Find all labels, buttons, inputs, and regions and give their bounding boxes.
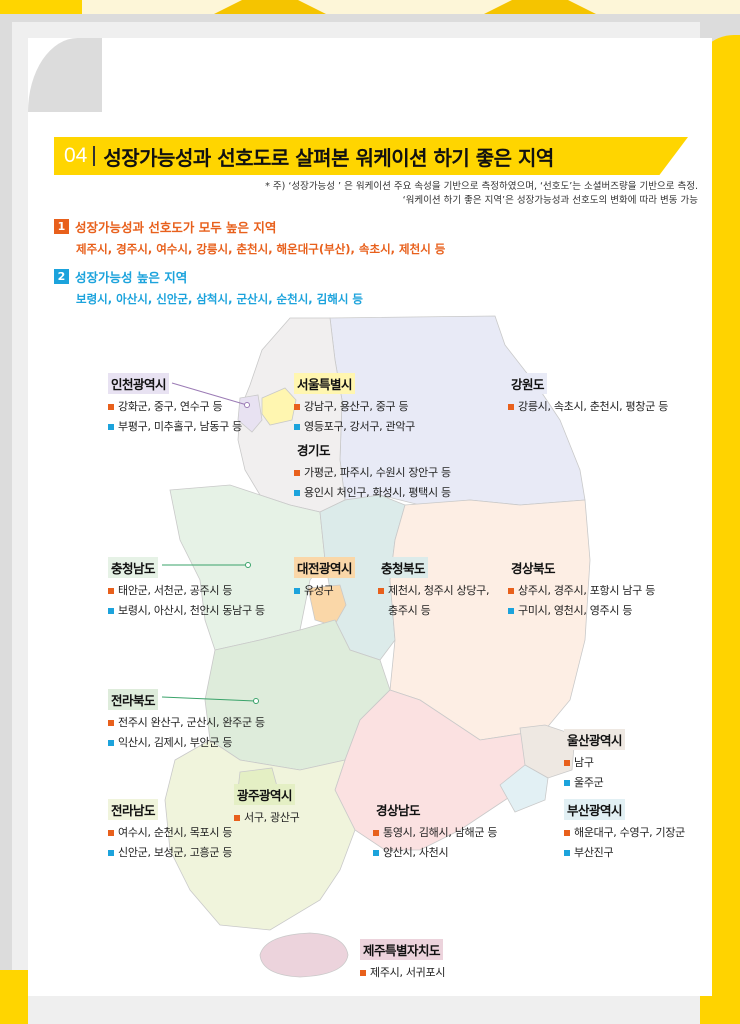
region-seoul [261, 387, 297, 426]
bottom-yellow-accent [0, 970, 28, 1024]
section-badge: 2 [54, 269, 69, 284]
incheon-marker [244, 402, 250, 408]
region-jeju [259, 932, 349, 978]
orange-item: 전주시 완산구, 군산시, 완주군 등 [108, 714, 265, 730]
region-name: 전라북도 [108, 689, 159, 710]
region-name: 경상북도 [508, 557, 559, 578]
title-text: 성장가능성과 선호도로 살펴본 워케이션 하기 좋은 지역 [103, 145, 554, 170]
jeonbuk-marker [253, 698, 259, 704]
section-heading: 성장가능성과 선호도가 모두 높은 지역 [75, 220, 277, 235]
region-name: 광주광역시 [234, 784, 296, 805]
orange-item: 서구, 광산구 [234, 809, 300, 825]
blue-item: 부평구, 미추홀구, 남동구 등 [108, 418, 242, 434]
region-jeonnam [164, 739, 356, 931]
section-badge: 1 [54, 219, 69, 234]
blue-item: 용인시 처인구, 화성시, 평택시 등 [294, 484, 451, 500]
orange-item: 태안군, 서천군, 공주시 등 [108, 582, 265, 598]
region-name: 경기도 [294, 439, 334, 460]
section-heading: 성장가능성 높은 지역 [75, 270, 188, 285]
orange-item: 상주시, 경주시, 포항시 남구 등 [508, 582, 655, 598]
label-chungbuk: 충청북도 제천시, 청주시 상당구, 충주시 등 [378, 557, 489, 618]
blue-item: 유성구 [294, 582, 355, 598]
blue-item: 양산시, 사천시 [373, 844, 497, 860]
section-list: 제주시, 경주시, 여수시, 강릉시, 춘천시, 해운대구(부산), 속초시, … [76, 242, 446, 256]
region-name: 전라남도 [108, 799, 159, 820]
region-name: 울산광역시 [564, 729, 626, 750]
orange-item: 제주시, 서귀포시 [360, 964, 445, 980]
label-gyeongnam: 경상남도 통영시, 김해시, 남해군 등 양산시, 사천시 [373, 799, 497, 860]
orange-item: 가평군, 파주시, 수원시 장안구 등 [294, 464, 451, 480]
divider [93, 146, 96, 166]
incheon-leader-line [171, 382, 248, 406]
section-number: 04 [64, 144, 88, 167]
region-name: 대전광역시 [294, 557, 356, 578]
label-gwangju: 광주광역시 서구, 광산구 [234, 784, 300, 825]
label-gangwon: 강원도 강릉시, 속초시, 춘천시, 평창군 등 [508, 373, 668, 414]
orange-item: 통영시, 김해시, 남해군 등 [373, 824, 497, 840]
top-background [0, 0, 740, 14]
label-jeonbuk: 전라북도 전주시 완산구, 군산시, 완주군 등 익산시, 김제시, 부안군 등 [108, 689, 265, 750]
orange-item: 강화군, 중구, 연수구 등 [108, 398, 242, 414]
label-seoul: 서울특별시 강남구, 용산구, 중구 등 영등포구, 강서구, 관악구 [294, 373, 415, 434]
jeonbuk-leader-line [161, 696, 257, 702]
label-gyeonggi: 경기도 가평군, 파주시, 수원시 장안구 등 용인시 처인구, 화성시, 평택… [294, 439, 451, 500]
label-jeonnam: 전라남도 여수시, 순천시, 목포시 등 신안군, 보성군, 고흥군 등 [108, 799, 232, 860]
region-name: 충청북도 [378, 557, 429, 578]
label-jeju: 제주특별자치도 제주시, 서귀포시 [360, 939, 445, 980]
region-name: 서울특별시 [294, 373, 356, 394]
orange-item: 강릉시, 속초시, 춘천시, 평창군 등 [508, 398, 668, 414]
page-title: 04 성장가능성과 선호도로 살펴본 워케이션 하기 좋은 지역 [54, 137, 688, 175]
region-name: 충청남도 [108, 557, 159, 578]
region-name: 강원도 [508, 373, 548, 394]
region-name: 경상남도 [373, 799, 424, 820]
orange-item: 강남구, 용산구, 중구 등 [294, 398, 415, 414]
orange-item-cont: 충주시 등 [388, 604, 431, 617]
chungnam-marker [245, 562, 251, 568]
label-incheon: 인천광역시 강화군, 중구, 연수구 등 부평구, 미추홀구, 남동구 등 [108, 373, 242, 434]
section-growth-high: 2 성장가능성 높은 지역 보령시, 아산시, 신안군, 삼척시, 군산시, 순천… [54, 266, 363, 307]
region-daejeon [307, 584, 347, 627]
section-list: 보령시, 아산시, 신안군, 삼척시, 군산시, 순천시, 김해시 등 [76, 292, 363, 306]
orange-item: 남구 [564, 754, 625, 770]
orange-item: 제천시, 청주시 상당구, [378, 582, 489, 598]
blue-item: 신안군, 보성군, 고흥군 등 [108, 844, 232, 860]
blue-item: 구미시, 영천시, 영주시 등 [508, 602, 655, 618]
label-chungnam: 충청남도 태안군, 서천군, 공주시 등 보령시, 아산시, 천안시 동남구 등 [108, 557, 265, 618]
footnote: * 주) ‘성장가능성 ’ 은 워케이션 주요 속성을 기반으로 측정하였으며,… [265, 180, 698, 208]
orange-item: 여수시, 순천시, 목포시 등 [108, 824, 232, 840]
blue-item: 울주군 [564, 774, 625, 790]
section-both-high: 1 성장가능성과 선호도가 모두 높은 지역 제주시, 경주시, 여수시, 강릉시… [54, 216, 445, 257]
region-busan [499, 764, 549, 813]
blue-item: 영등포구, 강서구, 관악구 [294, 418, 415, 434]
label-gyeongbuk: 경상북도 상주시, 경주시, 포항시 남구 등 구미시, 영천시, 영주시 등 [508, 557, 655, 618]
blue-item: 보령시, 아산시, 천안시 동남구 등 [108, 602, 265, 618]
blue-item: 익산시, 김제시, 부안군 등 [108, 734, 265, 750]
orange-item: 해운대구, 수영구, 기장군 [564, 824, 685, 840]
footnote-line: ‘워케이션 하기 좋은 지역’은 성장가능성과 선호도의 변화에 따라 변동 가… [402, 195, 698, 206]
footnote-line: * 주) ‘성장가능성 ’ 은 워케이션 주요 속성을 기반으로 측정하였으며,… [265, 181, 698, 192]
region-name: 인천광역시 [108, 373, 170, 394]
label-busan: 부산광역시 해운대구, 수영구, 기장군 부산진구 [564, 799, 685, 860]
region-name: 제주특별자치도 [360, 939, 444, 960]
label-ulsan: 울산광역시 남구 울주군 [564, 729, 626, 790]
label-daejeon: 대전광역시 유성구 [294, 557, 356, 598]
blue-item: 부산진구 [564, 844, 685, 860]
region-name: 부산광역시 [564, 799, 626, 820]
